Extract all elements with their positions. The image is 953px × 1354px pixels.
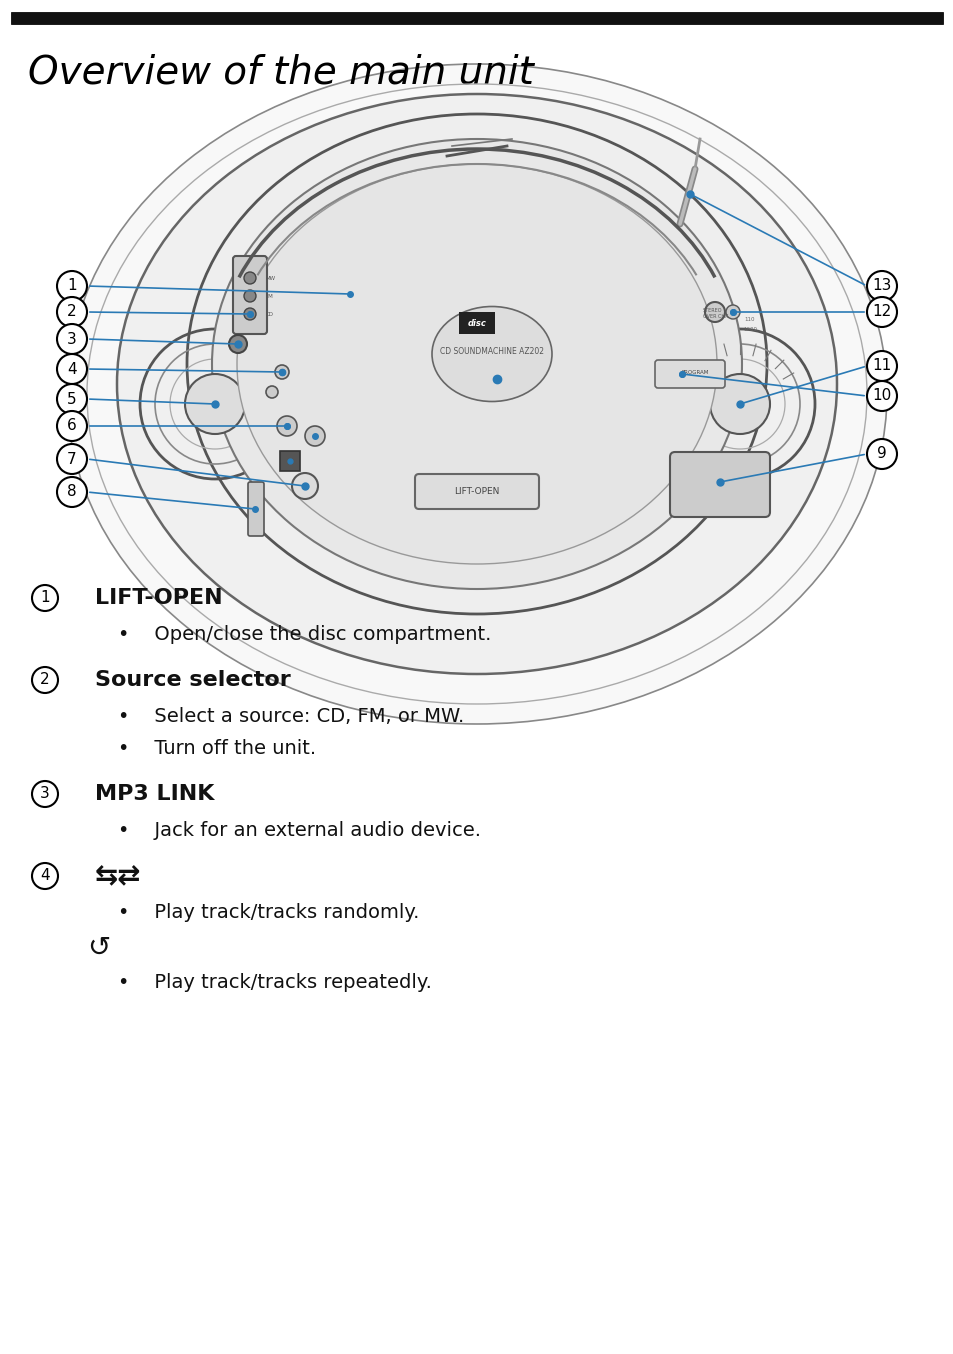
Circle shape <box>292 473 317 500</box>
Text: FM: FM <box>266 294 274 298</box>
Text: MP3 LINK: MP3 LINK <box>95 784 214 804</box>
FancyBboxPatch shape <box>233 256 267 334</box>
Ellipse shape <box>67 64 886 724</box>
Circle shape <box>274 366 289 379</box>
Circle shape <box>57 271 87 301</box>
Text: 3: 3 <box>40 787 50 802</box>
Circle shape <box>305 427 325 445</box>
Bar <box>280 451 299 471</box>
Ellipse shape <box>117 93 836 674</box>
Text: CD SOUNDMACHINE AZ202: CD SOUNDMACHINE AZ202 <box>439 348 543 356</box>
Circle shape <box>866 351 896 380</box>
Text: disc: disc <box>467 318 486 328</box>
Circle shape <box>704 302 724 322</box>
Text: 2: 2 <box>67 305 77 320</box>
Circle shape <box>185 374 245 435</box>
Ellipse shape <box>212 139 741 589</box>
FancyBboxPatch shape <box>248 482 264 536</box>
FancyBboxPatch shape <box>669 452 769 517</box>
Text: OVER CHK: OVER CHK <box>702 314 727 320</box>
Text: Overview of the main unit: Overview of the main unit <box>28 54 534 92</box>
Text: •    Turn off the unit.: • Turn off the unit. <box>118 738 315 757</box>
Circle shape <box>866 271 896 301</box>
Text: •    Play track/tracks randomly.: • Play track/tracks randomly. <box>118 903 419 922</box>
Text: 1: 1 <box>40 590 50 605</box>
FancyBboxPatch shape <box>655 360 724 389</box>
Text: ↺: ↺ <box>87 934 111 961</box>
Text: MW: MW <box>266 275 275 280</box>
Text: 2: 2 <box>40 673 50 688</box>
Circle shape <box>32 585 58 611</box>
Text: 6: 6 <box>67 418 77 433</box>
Text: •    Open/close the disc compartment.: • Open/close the disc compartment. <box>118 624 491 643</box>
Circle shape <box>57 444 87 474</box>
Text: 10: 10 <box>871 389 891 403</box>
Text: •    Play track/tracks repeatedly.: • Play track/tracks repeatedly. <box>118 972 432 991</box>
Ellipse shape <box>187 114 766 613</box>
Text: 110: 110 <box>744 317 755 322</box>
Circle shape <box>866 297 896 328</box>
Text: 1: 1 <box>67 279 77 294</box>
Circle shape <box>57 477 87 506</box>
Circle shape <box>32 862 58 890</box>
Circle shape <box>866 380 896 412</box>
Text: •    Select a source: CD, FM, or MW.: • Select a source: CD, FM, or MW. <box>118 707 464 726</box>
Text: PROGRAM: PROGRAM <box>680 371 708 375</box>
Ellipse shape <box>432 306 552 402</box>
Ellipse shape <box>236 164 717 565</box>
Text: •    Jack for an external audio device.: • Jack for an external audio device. <box>118 821 480 839</box>
Bar <box>458 311 495 334</box>
Circle shape <box>57 412 87 441</box>
Circle shape <box>32 668 58 693</box>
Text: 5: 5 <box>67 391 77 406</box>
FancyBboxPatch shape <box>415 474 538 509</box>
Circle shape <box>32 781 58 807</box>
Text: 12: 12 <box>871 305 891 320</box>
Circle shape <box>866 439 896 468</box>
Text: 9: 9 <box>876 447 886 462</box>
Circle shape <box>244 272 255 284</box>
Circle shape <box>57 353 87 385</box>
Circle shape <box>244 307 255 320</box>
Circle shape <box>725 305 740 320</box>
Text: LIFT-OPEN: LIFT-OPEN <box>95 588 222 608</box>
Text: LIFT-OPEN: LIFT-OPEN <box>454 487 499 497</box>
Circle shape <box>266 386 277 398</box>
Text: 4: 4 <box>40 868 50 884</box>
Text: 11: 11 <box>871 359 891 374</box>
Circle shape <box>57 297 87 328</box>
Text: 13: 13 <box>871 279 891 294</box>
Circle shape <box>709 374 769 435</box>
Text: ⇆⇄: ⇆⇄ <box>95 862 141 890</box>
Circle shape <box>229 334 247 353</box>
Text: CD: CD <box>266 311 274 317</box>
Text: 8: 8 <box>67 485 77 500</box>
Circle shape <box>57 324 87 353</box>
Text: 4: 4 <box>67 362 77 376</box>
Text: 7: 7 <box>67 451 77 467</box>
Text: Source selector: Source selector <box>95 670 291 691</box>
Circle shape <box>57 385 87 414</box>
Circle shape <box>276 416 296 436</box>
Text: STEREO: STEREO <box>702 307 721 313</box>
Circle shape <box>244 290 255 302</box>
Text: 1000: 1000 <box>742 328 757 332</box>
Text: 3: 3 <box>67 332 77 347</box>
